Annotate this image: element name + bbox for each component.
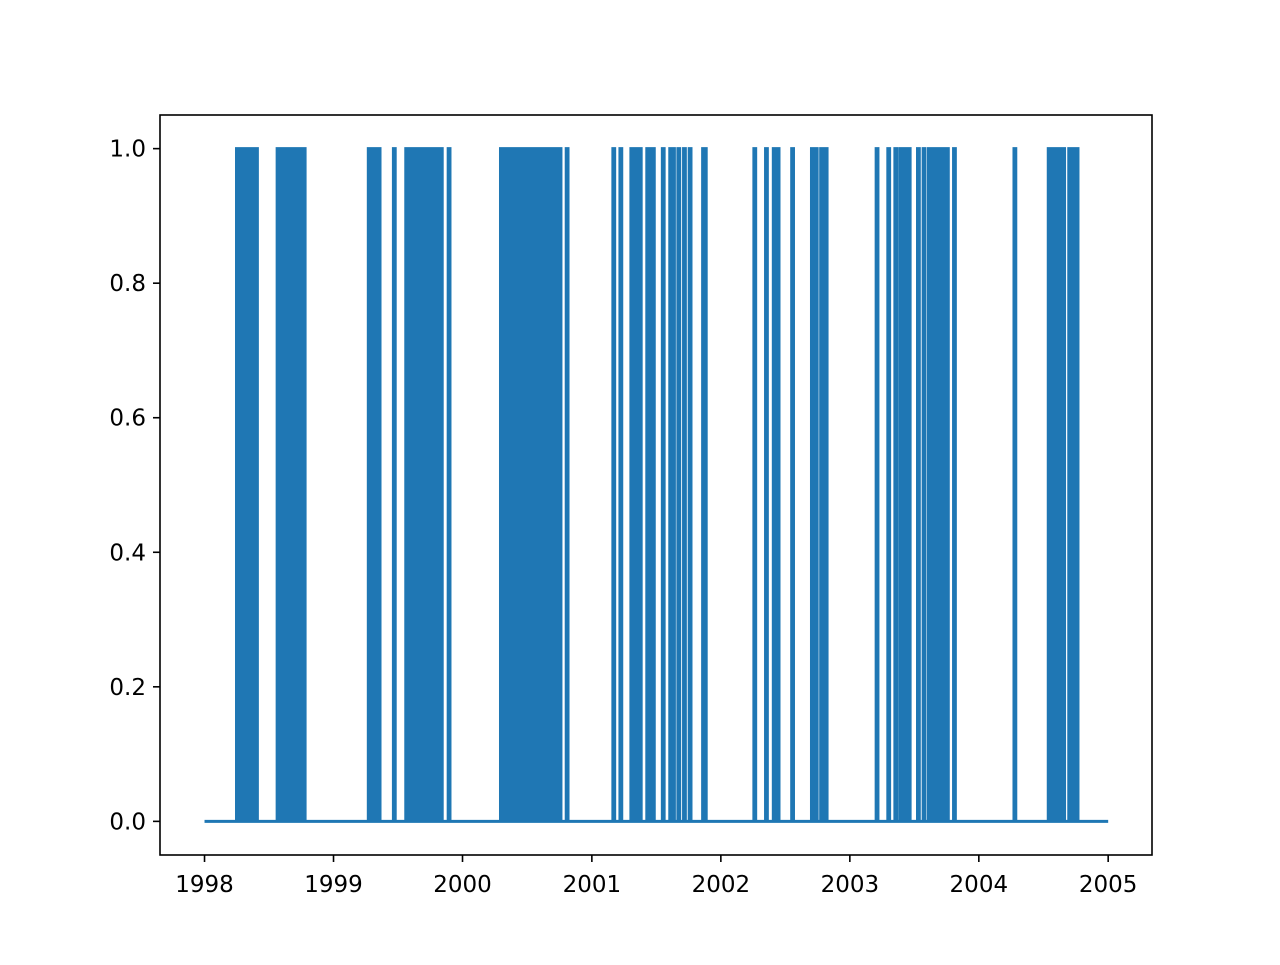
x-tick-label: 2003: [821, 872, 880, 898]
y-tick-label: 1.0: [109, 137, 146, 163]
y-tick-label: 0.2: [109, 675, 146, 701]
series-layer: [204, 147, 1109, 823]
x-tick-label: 2000: [433, 872, 492, 898]
y-tick-label: 0.0: [109, 809, 146, 835]
y-tick-label: 0.6: [109, 406, 146, 432]
x-axis: 1998 1999 2000 2001 2002 2003 2004 2005: [175, 855, 1137, 898]
series-line: [204, 147, 1109, 823]
x-tick-label: 2005: [1079, 872, 1138, 898]
y-tick-label: 0.8: [109, 271, 146, 297]
x-tick-label: 2001: [563, 872, 622, 898]
y-tick-label: 0.4: [109, 540, 146, 566]
y-axis: 0.0 0.2 0.4 0.6 0.8 1.0: [109, 137, 160, 835]
x-tick-label: 2004: [950, 872, 1009, 898]
plot-frame: [159, 114, 1153, 856]
x-tick-label: 2002: [692, 872, 751, 898]
x-tick-label: 1999: [304, 872, 363, 898]
x-tick-label: 1998: [175, 872, 234, 898]
